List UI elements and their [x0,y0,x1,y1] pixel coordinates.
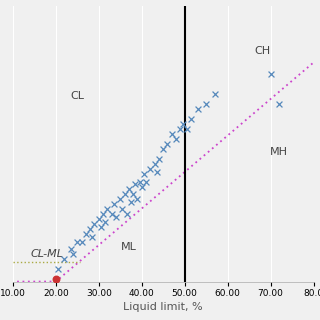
Point [100,212,106,217]
Point [105,206,110,212]
Point [113,214,118,219]
Point [141,172,147,177]
Text: MH: MH [270,147,288,156]
Point [96,217,101,222]
Point [154,169,159,174]
Point [131,191,136,196]
Point [79,239,84,244]
Point [161,147,166,152]
Point [180,121,185,126]
Point [152,162,157,167]
Point [88,227,93,232]
Point [156,156,162,162]
Point [268,71,273,76]
Point [139,184,144,189]
Point [62,257,67,262]
Point [124,212,129,217]
Point [126,187,132,192]
Point [195,107,200,112]
Point [188,116,194,122]
Point [137,179,142,184]
Point [148,166,153,172]
Point [118,196,123,202]
Point [173,136,179,141]
Point [109,212,114,217]
Point [277,101,282,107]
Point [92,221,97,227]
Text: ML: ML [121,242,137,252]
Point [53,276,58,282]
Point [120,206,125,212]
Point [55,267,60,272]
Point [165,141,170,147]
Point [68,246,73,252]
Point [83,231,88,236]
Point [103,219,108,224]
Point [133,181,138,187]
Point [75,239,80,244]
Point [70,252,76,257]
Point [169,132,174,137]
Text: CH: CH [254,46,270,56]
Point [122,191,127,196]
Point [128,199,133,204]
Point [178,126,183,132]
Point [111,202,116,207]
Point [204,101,209,107]
Point [143,179,148,184]
Point [90,234,95,239]
Text: CL: CL [70,92,84,101]
Point [212,92,217,97]
X-axis label: Liquid limit, %: Liquid limit, % [124,302,203,312]
Text: CL-ML: CL-ML [31,249,64,259]
Point [135,196,140,202]
Point [184,126,189,132]
Point [98,224,103,229]
